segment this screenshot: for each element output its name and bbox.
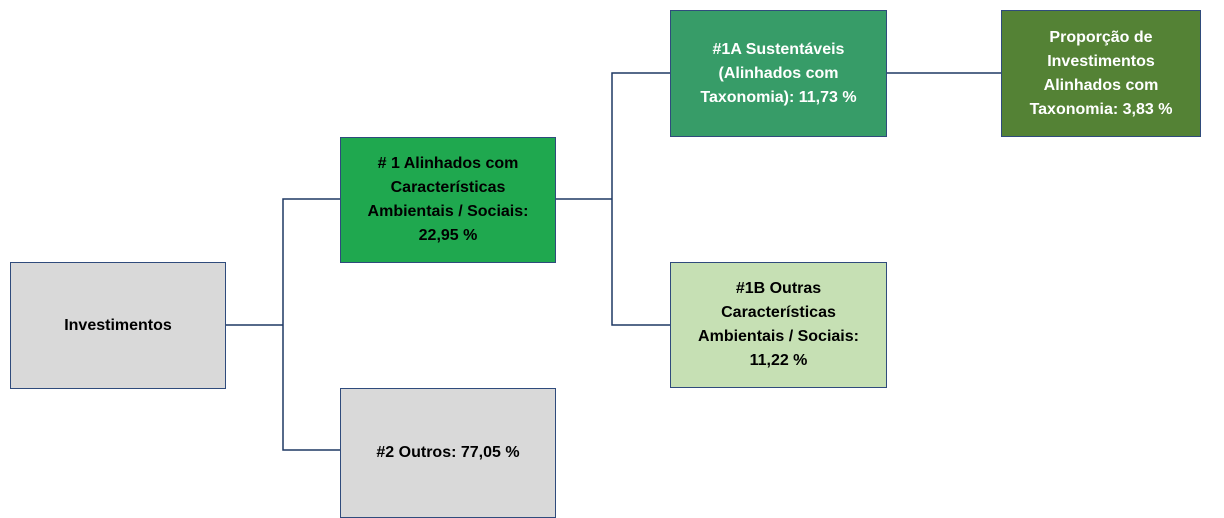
node-label: Investimentos: [1047, 52, 1155, 70]
node-box: #1A Sustentáveis (Alinhados com Taxonomia)…: [670, 10, 887, 137]
node-label: 22,95 %: [418, 227, 478, 244]
node-box: #2 Outros: 77,05 %: [340, 388, 556, 518]
node-label: Proporção de: [1049, 28, 1153, 46]
node-label: 11,22 %: [749, 352, 808, 369]
node-label: Características: [721, 304, 836, 321]
node-label: (Alinhados com: [718, 64, 839, 82]
node-label: Alinhados com: [1043, 76, 1159, 94]
node-label: Características: [390, 179, 506, 196]
node-label: Ambientais / Sociais:: [367, 203, 529, 220]
connector: [611, 72, 670, 326]
node-box: Investimentos: [10, 262, 226, 389]
node-box: Proporção de Investimentos Alinhados com Ta…: [1001, 10, 1201, 137]
node-label: Taxonomia): 11,73 %: [700, 88, 857, 106]
node-label: #2 Outros: 77,05 %: [376, 444, 520, 461]
node-box: #1B Outras Características Ambientais / So…: [670, 262, 887, 388]
node-label: #1A Sustentáveis: [712, 40, 845, 58]
node-label: Investimentos: [64, 316, 172, 334]
node-label: Ambientais / Sociais:: [698, 328, 859, 345]
node-label: # 1 Alinhados com: [377, 155, 519, 172]
node-label: Taxonomia: 3,83 %: [1029, 100, 1173, 118]
node-label: #1B Outras: [735, 280, 822, 297]
connector: [282, 198, 340, 451]
node-box: # 1 Alinhados com Características Ambienta…: [340, 137, 556, 263]
